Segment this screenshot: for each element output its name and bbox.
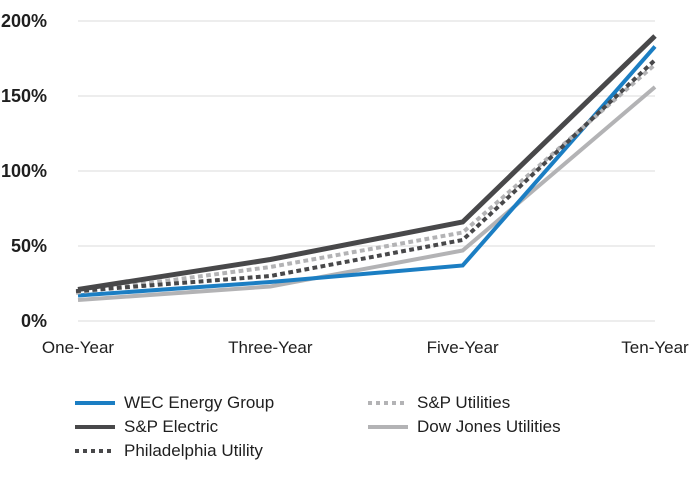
legend-label-dow-jones-utilities: Dow Jones Utilities	[417, 417, 561, 436]
x-axis-tick-one-year: One-Year	[42, 338, 114, 357]
legend-label-wec-energy-group: WEC Energy Group	[124, 393, 275, 412]
series-line-s-p-utilities	[75, 61, 658, 295]
series-line-philadelphia-utility	[75, 57, 658, 294]
sp-utilities-line-swatch-icon	[368, 401, 408, 405]
legend-item-philadelphia-utility: Philadelphia Utility	[75, 439, 274, 463]
legend-item-sp-utilities: S&P Utilities	[368, 391, 561, 415]
y-axis-tick-0%: 0%	[21, 311, 47, 331]
legend-label-sp-electric: S&P Electric	[124, 417, 219, 436]
x-axis-tick-five-year: Five-Year	[427, 338, 499, 357]
legend-item-dow-jones-utilities: Dow Jones Utilities	[368, 415, 561, 439]
legend-column-right: S&P Utilities Dow Jones Utilities	[368, 391, 561, 439]
y-axis-tick-50%: 50%	[11, 236, 47, 256]
philadelphia-utility-line-swatch-icon	[75, 449, 115, 453]
y-axis-tick-200%: 200%	[1, 11, 47, 31]
legend-column-left: WEC Energy Group S&P Electric Philadelph…	[75, 391, 274, 463]
dow-jones-utilities-line-swatch-icon	[368, 425, 408, 429]
series-line-s-p-electric	[77, 34, 657, 292]
line-chart-plot: 0% 50% 100% 150% 200% One-Year Three-Year Five-…	[1, 11, 689, 357]
legend-item-wec-energy-group: WEC Energy Group	[75, 391, 274, 415]
legend-label-philadelphia-utility: Philadelphia Utility	[124, 441, 263, 460]
wec-energy-group-line-swatch-icon	[75, 401, 115, 405]
x-axis-tick-three-year: Three-Year	[228, 338, 313, 357]
x-axis-tick-ten-year: Ten-Year	[621, 338, 689, 357]
series-line-dow-jones-utilities	[77, 85, 657, 302]
series-line-wec-energy-group	[77, 45, 657, 298]
y-axis-tick-150%: 150%	[1, 86, 47, 106]
y-axis-tick-100%: 100%	[1, 161, 47, 181]
legend-item-sp-electric: S&P Electric	[75, 415, 274, 439]
legend: WEC Energy Group S&P Electric Philadelph…	[0, 391, 700, 471]
sp-electric-line-swatch-icon	[75, 425, 115, 429]
legend-label-sp-utilities: S&P Utilities	[417, 393, 511, 412]
